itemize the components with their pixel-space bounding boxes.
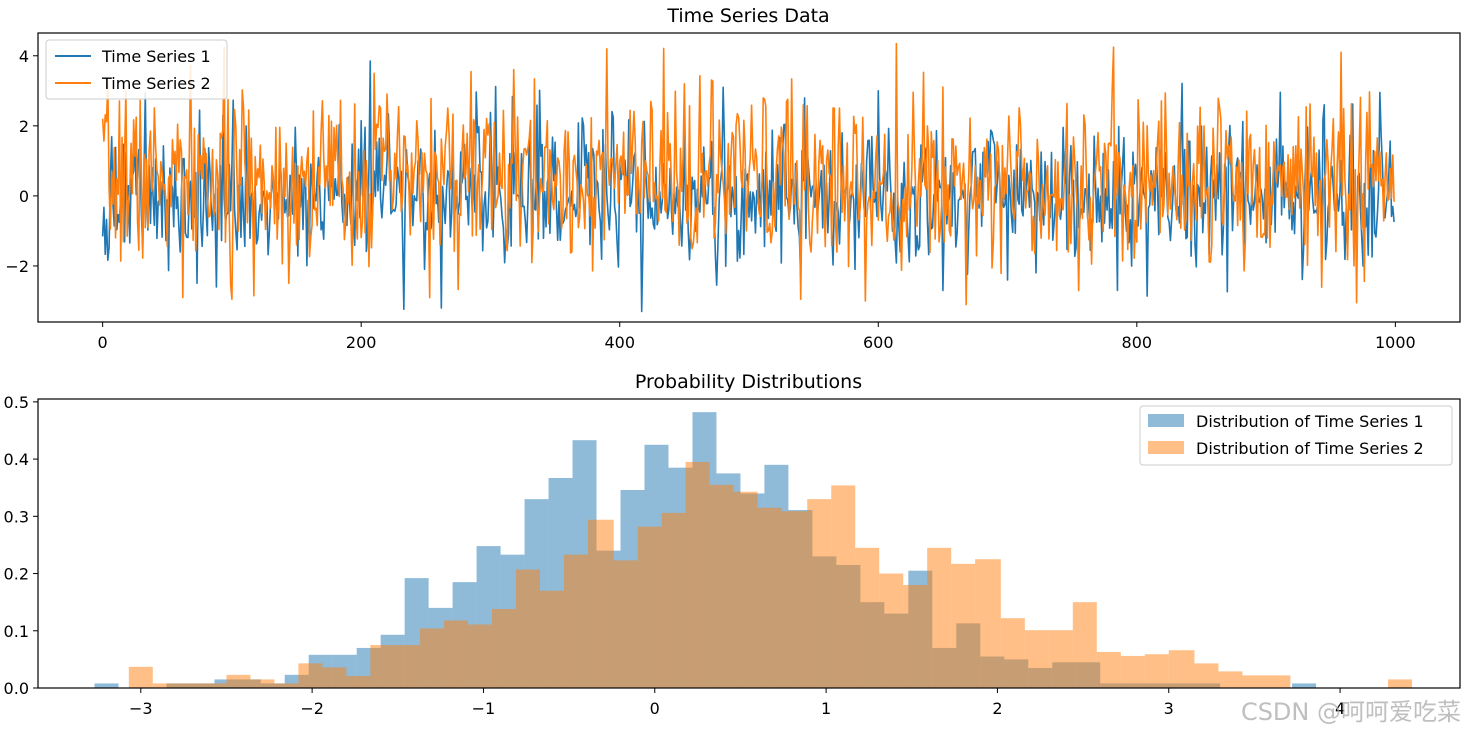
hist-bar-series-2	[176, 683, 201, 688]
y-tick-label: 0.4	[4, 450, 29, 469]
time-series-ticks: 0 200 400 600 800 1000 −2 0 2 4	[5, 47, 1415, 352]
distribution-title: Probability Distributions	[635, 371, 862, 393]
x-tick-label: 2	[992, 699, 1002, 718]
hist-bar-series-2	[346, 675, 371, 688]
hist-bar-series-2	[226, 674, 251, 688]
hist-bar-series-2	[1194, 663, 1219, 688]
legend-label-dist-1: Distribution of Time Series 1	[1196, 412, 1424, 431]
hist-bar-series-2	[468, 624, 493, 688]
hist-bar-series-2	[831, 485, 856, 688]
x-tick-label: 4	[1335, 699, 1345, 718]
time-series-lines	[101, 42, 1395, 313]
distribution-axes-frame	[37, 398, 1461, 689]
hist-bar-series-2	[444, 620, 469, 688]
hist-bar-series-2	[807, 499, 832, 688]
hist-bar-series-2	[1388, 679, 1413, 688]
hist-bar-series-2	[1048, 630, 1073, 688]
hist-bar-series-2	[250, 679, 275, 688]
x-tick-label: 1000	[1375, 333, 1416, 352]
hist-bar-series-2	[927, 547, 952, 688]
hist-bar-series-2	[709, 484, 734, 688]
hist-bar-series-2	[951, 563, 976, 688]
hist-bar-series-2	[613, 560, 638, 688]
hist-bar-series-2	[298, 663, 323, 688]
hist-bar-series-1	[94, 683, 119, 688]
hist-bar-series-2	[1218, 671, 1243, 688]
distribution-legend: Distribution of Time Series 1 Distributi…	[1139, 405, 1453, 466]
hist-bar-series-2	[757, 507, 782, 688]
hist-bar-series-2	[1266, 675, 1291, 688]
x-tick-label: 400	[604, 333, 635, 352]
y-tick-label: 2	[19, 117, 29, 136]
hist-bar-series-2	[128, 666, 153, 688]
x-tick-label: 800	[1122, 333, 1153, 352]
watermark: CSDN @呵呵爱吃菜	[1240, 698, 1461, 726]
y-tick-label: −2	[5, 257, 29, 276]
hist-bar-series-1	[1292, 683, 1317, 688]
hist-bar-series-2	[200, 683, 227, 688]
hist-bar-series-2	[516, 569, 540, 688]
hist-bar-series-2	[394, 645, 421, 688]
x-tick-label: 200	[346, 333, 377, 352]
hist-bar-series-2	[879, 573, 904, 688]
series-line-2	[101, 42, 1395, 306]
x-tick-label: −1	[472, 699, 496, 718]
time-series-legend-box	[45, 39, 228, 100]
hist-bar-series-2	[637, 526, 662, 688]
hist-bar-series-2	[1120, 655, 1145, 688]
x-tick-label: −3	[129, 699, 153, 718]
x-tick-label: 0	[98, 333, 108, 352]
distribution-plot: Probability Distributions −3 −2 −1 0 1 2 3 4 0.0…	[4, 371, 1461, 718]
hist-bar-series-2	[685, 461, 710, 688]
hist-bar-series-2	[1168, 650, 1195, 688]
legend-patch-dist-2	[1148, 441, 1184, 454]
y-tick-label: 0.5	[4, 393, 29, 412]
hist-bar-series-2	[563, 554, 588, 688]
hist-bar-series-2	[492, 609, 516, 688]
hist-bar-series-2	[587, 519, 614, 688]
x-tick-label: 0	[650, 699, 660, 718]
x-tick-label: 600	[863, 333, 894, 352]
distribution-legend-box	[1139, 405, 1453, 466]
y-tick-label: 0.1	[4, 622, 29, 641]
legend-label-dist-2: Distribution of Time Series 2	[1196, 439, 1424, 458]
hist-bar-series-2	[539, 590, 564, 688]
legend-label-series-2: Time Series 2	[101, 74, 211, 93]
hist-bar-series-2	[733, 491, 758, 688]
hist-bar-series-2	[1072, 602, 1097, 688]
legend-patch-dist-1	[1148, 414, 1184, 427]
hist-bar-series-2	[1096, 651, 1121, 688]
y-tick-label: 4	[19, 47, 29, 66]
x-tick-label: −2	[300, 699, 324, 718]
hist-bar-series-2	[1144, 654, 1169, 688]
y-tick-label: 0	[19, 187, 29, 206]
hist-bar-series-2	[855, 547, 880, 688]
x-tick-label: 3	[1164, 699, 1174, 718]
legend-label-series-1: Time Series 1	[101, 47, 211, 66]
hist-bar-series-2	[274, 683, 299, 688]
time-series-legend: Time Series 1 Time Series 2	[45, 39, 228, 100]
hist-bar-series-2	[975, 559, 1001, 688]
time-series-axes-frame	[37, 32, 1461, 323]
hist-bar-series-2	[1242, 675, 1267, 688]
hist-bar-series-2	[781, 511, 808, 688]
hist-bar-series-2	[903, 584, 928, 688]
hist-bar-series-2	[370, 645, 395, 688]
hist-bar-series-2	[322, 667, 347, 688]
y-tick-label: 0.2	[4, 565, 29, 584]
hist-bar-series-2	[152, 683, 177, 688]
y-tick-label: 0.0	[4, 679, 29, 698]
hist-bar-series-2	[1000, 618, 1025, 688]
hist-bar-series-2	[661, 512, 686, 688]
x-tick-label: 1	[821, 699, 831, 718]
distribution-bars	[94, 412, 1413, 688]
time-series-plot: Time Series Data 0 200 400 600 800 1000−2024 …	[5, 5, 1461, 352]
distribution-ticks: −3 −2 −1 0 1 2 3 4 0.0 0.1 0.2 0.3 0.4 0.5	[4, 393, 1346, 718]
hist-bar-series-2	[1024, 630, 1049, 688]
time-series-title: Time Series Data	[666, 5, 829, 27]
hist-bar-series-2	[420, 628, 445, 688]
y-tick-label: 0.3	[4, 507, 29, 526]
